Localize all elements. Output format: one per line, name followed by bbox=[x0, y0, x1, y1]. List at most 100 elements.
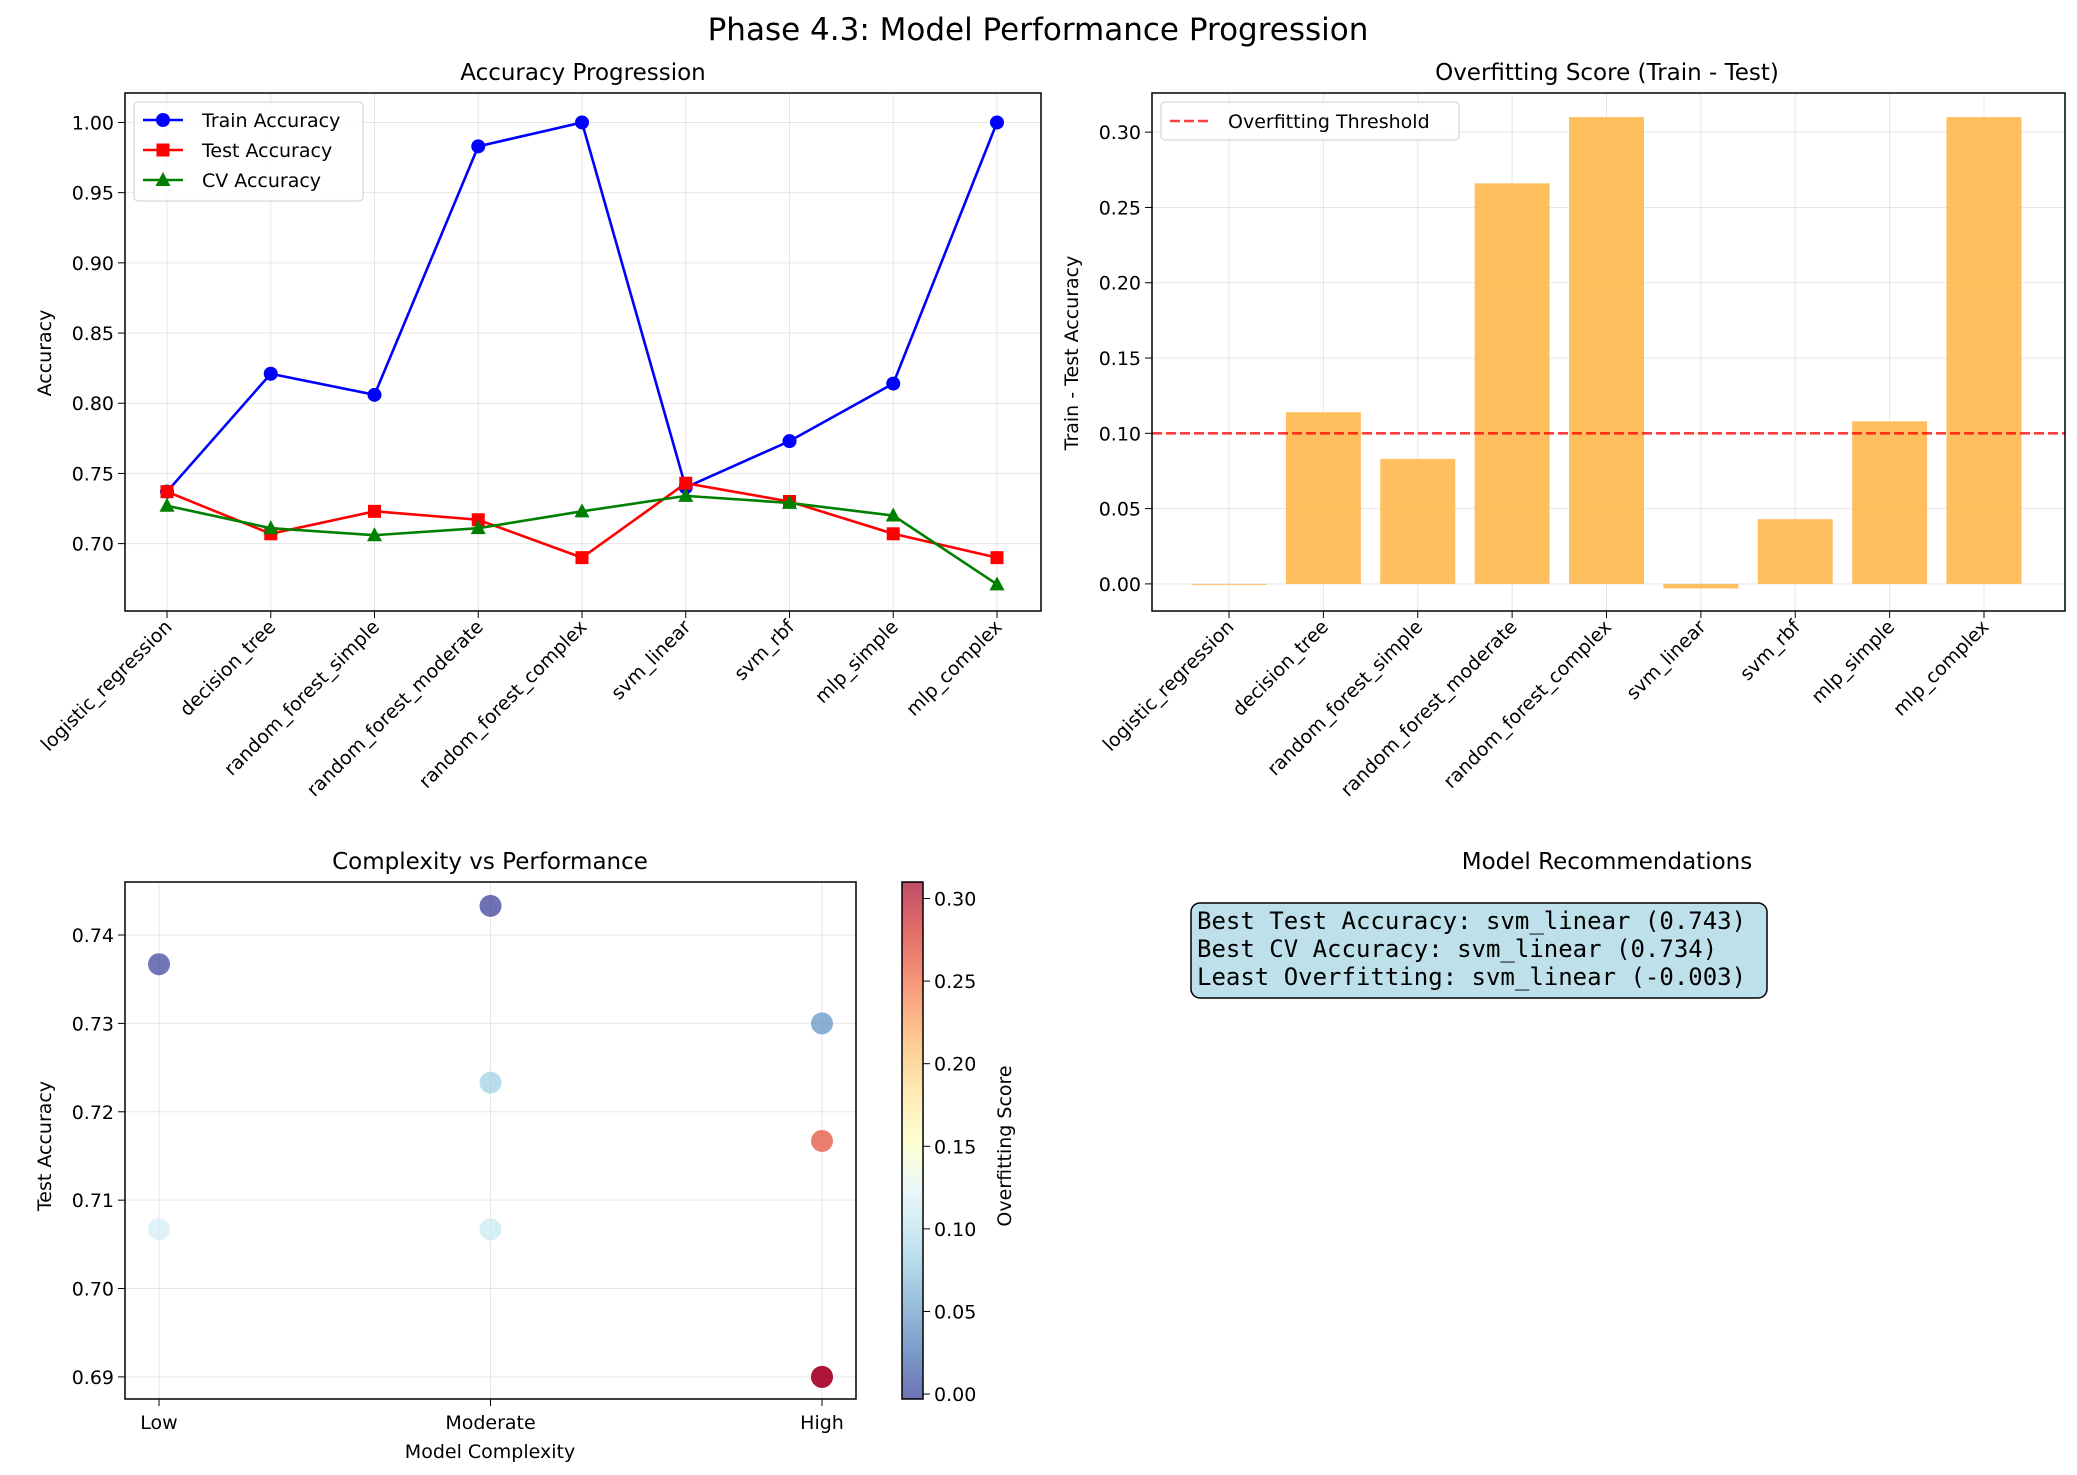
bar bbox=[1852, 421, 1928, 584]
chart-title: Overfitting Score (Train - Test) bbox=[1435, 60, 1779, 86]
data-point bbox=[990, 551, 1004, 565]
y-tick-label: 1.00 bbox=[72, 112, 114, 134]
model-recommendations-panel: Model Recommendations Best Test Accuracy… bbox=[1190, 849, 1768, 999]
colorbar-gradient bbox=[902, 882, 923, 1399]
y-tick-label: 0.10 bbox=[1099, 423, 1141, 445]
grid bbox=[125, 882, 856, 1399]
data-point bbox=[886, 527, 900, 541]
y-tick-label: 0.15 bbox=[1099, 348, 1141, 370]
y-tick-label: 0.90 bbox=[72, 253, 114, 275]
scatter-point bbox=[811, 1129, 833, 1152]
x-tick-label: decision_tree bbox=[1228, 616, 1333, 721]
y-tick-label: 0.71 bbox=[72, 1190, 114, 1212]
data-point bbox=[782, 434, 797, 449]
bar bbox=[1946, 117, 2022, 584]
recommendation-line: Least Overfitting: svm_linear (-0.003) bbox=[1197, 963, 1746, 991]
y-tick-label: 0.70 bbox=[72, 534, 114, 556]
bar bbox=[1191, 583, 1267, 585]
data-point bbox=[368, 504, 381, 518]
y-tick-label: 0.74 bbox=[72, 925, 114, 947]
scatter-point bbox=[479, 1218, 502, 1241]
y-tick-label: 0.25 bbox=[1099, 197, 1141, 219]
complexity-vs-performance-chart: Complexity vs Performance Test Accuracy … bbox=[34, 849, 1016, 1463]
data-point bbox=[367, 527, 382, 542]
scatter-point bbox=[811, 1012, 833, 1035]
bar bbox=[1474, 183, 1550, 584]
data-point bbox=[263, 366, 278, 381]
y-tick-label: 0.30 bbox=[1099, 122, 1141, 144]
data-point bbox=[575, 551, 589, 565]
colorbar-tick-label: 0.25 bbox=[934, 971, 976, 993]
y-tick-label: 0.00 bbox=[1099, 574, 1141, 596]
data-point bbox=[679, 476, 693, 490]
x-tick-label: random_forest_complex bbox=[415, 616, 592, 793]
data-point bbox=[886, 376, 901, 391]
plot-frame bbox=[1151, 92, 2066, 612]
chart-title: Accuracy Progression bbox=[460, 60, 706, 86]
x-tick-label: random_forest_complex bbox=[1439, 616, 1616, 793]
data-point bbox=[159, 497, 175, 512]
y-axis-label: Test Accuracy bbox=[34, 1081, 56, 1212]
data-point bbox=[367, 387, 382, 402]
accuracy-progression-chart: Accuracy Progression Accuracy logistic_r… bbox=[34, 60, 1042, 801]
colorbar: 0.00 0.05 0.10 0.15 0.20 0.25 0.30 bbox=[901, 881, 976, 1406]
scatter-point bbox=[148, 1218, 170, 1241]
colorbar-tick-label: 0.30 bbox=[934, 889, 976, 911]
x-tick-label: svm_linear bbox=[1622, 616, 1710, 704]
legend: Train Accuracy Test Accuracy CV Accuracy bbox=[133, 101, 364, 202]
recommendation-line: Best CV Accuracy: svm_linear (0.734) bbox=[1197, 935, 1717, 963]
data-point bbox=[471, 513, 485, 527]
data-point bbox=[471, 139, 486, 154]
legend-marker bbox=[155, 172, 171, 186]
legend-label: Train Accuracy bbox=[201, 110, 340, 132]
colorbar-frame bbox=[901, 881, 924, 1400]
scatter-point bbox=[479, 1071, 502, 1094]
x-tick-label: random_forest_moderate bbox=[303, 616, 488, 801]
data-point bbox=[574, 503, 590, 518]
chart-title: Complexity vs Performance bbox=[332, 849, 648, 875]
recommendation-line: Best Test Accuracy: svm_linear (0.743) bbox=[1197, 907, 1746, 935]
y-tick-label: 0.72 bbox=[72, 1102, 114, 1124]
legend-marker bbox=[156, 143, 170, 157]
bar bbox=[1569, 117, 1644, 584]
grid bbox=[125, 93, 1041, 611]
recommendations-box bbox=[1190, 902, 1768, 999]
bar bbox=[1757, 519, 1833, 584]
y-axis-label: Accuracy bbox=[34, 310, 56, 397]
y-tick-label: 0.69 bbox=[72, 1367, 114, 1389]
legend-label: Test Accuracy bbox=[201, 140, 332, 162]
legend-label: Overfitting Threshold bbox=[1228, 111, 1430, 133]
x-tick-label: logistic_regression bbox=[37, 616, 177, 756]
x-tick-label: random_forest_simple bbox=[1263, 616, 1427, 780]
x-tick-label: mlp_complex bbox=[902, 616, 1007, 721]
x-tick-label: decision_tree bbox=[176, 616, 281, 721]
data-point bbox=[989, 576, 1005, 591]
scatter-point bbox=[479, 894, 502, 917]
x-axis-label: Model Complexity bbox=[405, 1441, 575, 1463]
bar bbox=[1663, 583, 1739, 589]
x-tick-label: Moderate bbox=[445, 1412, 535, 1434]
colorbar-label: Overfitting Score bbox=[994, 1065, 1016, 1226]
data-point bbox=[575, 115, 589, 130]
figure-title: Phase 4.3: Model Performance Progression bbox=[708, 12, 1369, 48]
colorbar-tick-label: 0.00 bbox=[934, 1384, 976, 1406]
plot-frame bbox=[124, 881, 857, 1400]
data-point bbox=[263, 520, 279, 535]
y-tick-label: 0.73 bbox=[72, 1013, 114, 1035]
x-tick-label: svm_linear bbox=[607, 616, 695, 704]
x-tick-label: mlp_simple bbox=[1807, 616, 1899, 708]
y-tick-label: 0.70 bbox=[72, 1279, 114, 1301]
x-tick-label: random_forest_moderate bbox=[1336, 616, 1521, 801]
legend-frame bbox=[1160, 101, 1460, 141]
data-point bbox=[678, 487, 694, 502]
y-tick-label: 0.85 bbox=[72, 323, 114, 345]
colorbar-tick-label: 0.20 bbox=[934, 1054, 976, 1076]
series-cv-accuracy bbox=[159, 487, 1005, 591]
legend: Overfitting Threshold bbox=[1160, 101, 1460, 141]
y-tick-label: 0.05 bbox=[1099, 499, 1141, 521]
data-point bbox=[782, 494, 797, 509]
overfitting-score-chart: Overfitting Score (Train - Test) Train -… bbox=[1061, 60, 2066, 801]
legend-frame bbox=[133, 101, 364, 202]
y-tick-label: 0.95 bbox=[72, 183, 114, 205]
